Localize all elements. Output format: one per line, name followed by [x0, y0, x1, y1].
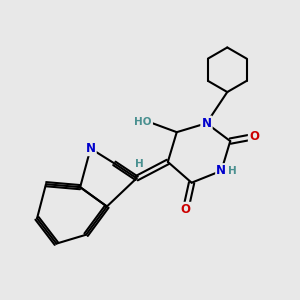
Text: O: O [181, 203, 191, 216]
Text: O: O [249, 130, 259, 143]
Text: HO: HO [134, 117, 152, 127]
Text: N: N [202, 117, 212, 130]
Text: H: H [135, 159, 143, 169]
Text: N: N [216, 164, 226, 177]
Text: H: H [228, 166, 237, 176]
Text: N: N [85, 142, 96, 155]
